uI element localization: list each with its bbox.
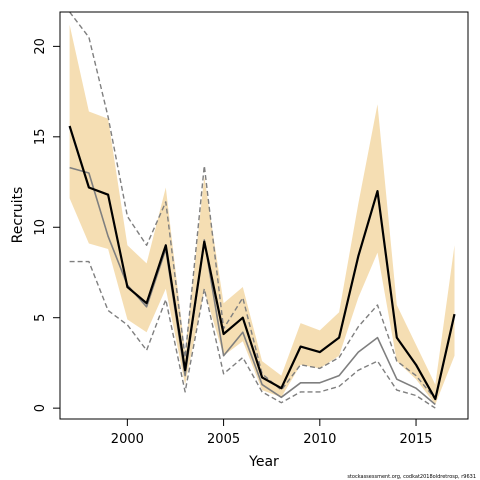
y-axis-label: Recruits <box>10 187 26 244</box>
credit-note: stockassessment.org, codkat2018oldretros… <box>347 474 476 480</box>
y-tick-label: 10 <box>33 219 48 236</box>
y-tick-label: 5 <box>33 314 48 322</box>
x-tick-label: 2005 <box>207 432 240 447</box>
plot-area <box>68 11 456 409</box>
confidence-band <box>69 24 455 405</box>
alt-upper-bound-line <box>69 11 436 400</box>
x-axis: 2000 2005 2010 2015 <box>111 418 433 447</box>
y-tick-label: 20 <box>33 38 48 55</box>
alt-lower-bound-line <box>69 260 436 409</box>
x-tick-label: 2000 <box>111 432 144 447</box>
recruits-estimate-line <box>68 125 456 401</box>
x-tick-label: 2010 <box>303 432 336 447</box>
y-axis: 0 5 10 15 20 <box>33 38 61 412</box>
x-axis-label: Year <box>248 454 279 470</box>
y-tick-label: 15 <box>33 129 48 146</box>
y-tick-label: 0 <box>33 404 48 412</box>
x-tick-label: 2015 <box>399 432 432 447</box>
